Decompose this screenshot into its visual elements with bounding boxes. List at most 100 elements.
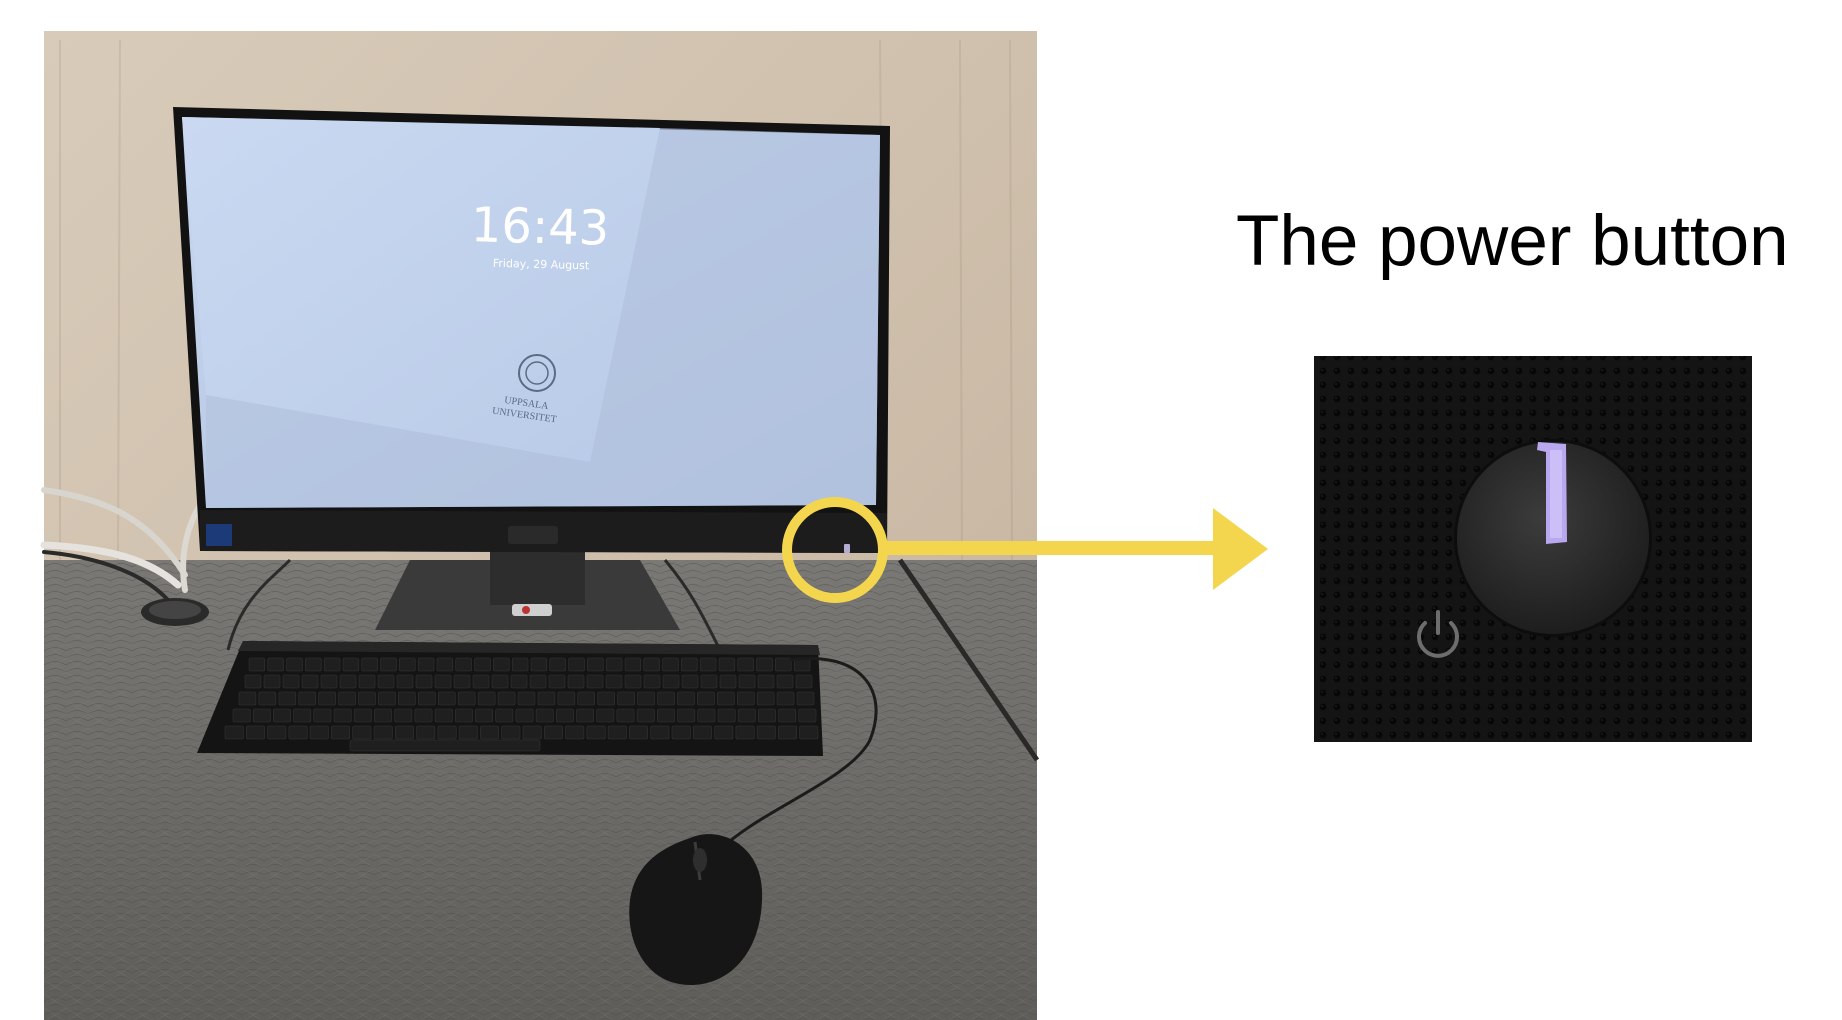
keyboard-key — [735, 725, 755, 740]
keyboard-key — [616, 708, 635, 723]
keyboard-key — [738, 674, 756, 689]
keyboard-key — [650, 725, 670, 740]
keyboard-key — [436, 657, 454, 672]
keyboard-key — [557, 691, 576, 706]
keyboard-key — [416, 725, 436, 740]
keyboard-key — [305, 657, 322, 672]
keyboard-key — [517, 691, 536, 706]
keyboard-key — [681, 674, 699, 689]
keyboard-key — [358, 691, 376, 706]
keyboard-key — [758, 708, 776, 723]
keyboard-key — [549, 657, 566, 672]
keyboard-key — [656, 708, 675, 723]
keyboard-key — [605, 657, 623, 672]
keyboard-key — [657, 691, 675, 706]
keyboard-key — [530, 657, 548, 672]
keyboard-key — [282, 674, 300, 689]
keyboard-key — [263, 674, 281, 689]
keyboard-key — [373, 725, 393, 740]
keyboard-key — [378, 691, 396, 706]
keyboard-key — [736, 691, 755, 706]
keyboard-key — [522, 725, 542, 740]
keyboard-key — [434, 708, 453, 723]
keyboard-key — [718, 657, 736, 672]
keyboard-key — [437, 725, 457, 740]
keyboard-key — [267, 657, 284, 672]
keyboard-key — [677, 691, 695, 706]
keyboard-key — [796, 691, 815, 706]
keyboard-key — [246, 725, 265, 740]
keyboard-key — [399, 657, 416, 672]
keyboard-key — [398, 691, 416, 706]
keyboard-key — [537, 691, 556, 706]
desk-photo — [40, 31, 1040, 1020]
keyboard-key — [529, 674, 547, 689]
keyboard-key — [596, 708, 615, 723]
keyboard-key — [798, 708, 817, 723]
keyboard-key — [617, 691, 635, 706]
keyboard-key — [568, 657, 585, 672]
keyboard-key — [353, 708, 372, 723]
keyboard-key — [737, 708, 756, 723]
keyboard-key — [293, 708, 312, 723]
keyboard-key — [342, 657, 360, 672]
keyboard-key — [624, 657, 642, 672]
keyboard-key — [377, 674, 395, 689]
keyboard-key — [244, 674, 262, 689]
keyboard-key — [511, 657, 529, 672]
keyboard-key — [286, 657, 303, 672]
keyboard-key — [637, 691, 655, 706]
keyboard-key — [535, 708, 554, 723]
clock-date: Friday, 29 August — [493, 257, 590, 273]
keyboard-key — [662, 657, 679, 672]
keyboard-key — [799, 725, 819, 740]
keyboard-key — [714, 725, 734, 740]
keyboard-key — [597, 691, 615, 706]
keyboard-key — [361, 657, 378, 672]
keyboard-key — [434, 674, 452, 689]
keyboard-key — [457, 691, 476, 706]
keyboard-key — [414, 708, 433, 723]
keyboard-key — [757, 674, 775, 689]
keyboard-key — [252, 708, 271, 723]
keyboard-key — [323, 657, 341, 672]
keyboard-key — [417, 657, 435, 672]
keyboard-key — [238, 691, 257, 706]
keyboard-key — [692, 725, 712, 740]
keyboard-key — [338, 691, 356, 706]
keyboard-key — [510, 674, 528, 689]
keyboard-key — [396, 674, 414, 689]
keyboard-key — [577, 691, 595, 706]
keyboard-key — [717, 708, 736, 723]
keyboard-key — [495, 708, 514, 723]
keyboard-key — [643, 657, 660, 672]
keyboard-key — [681, 657, 698, 672]
keyboard-key — [339, 674, 357, 689]
keyboard-key — [320, 674, 338, 689]
keyboard-key — [587, 657, 604, 672]
caption-title: The power button — [1236, 202, 1789, 281]
pointer-arrowhead — [1213, 508, 1268, 590]
keyboard-key — [700, 674, 718, 689]
power-icon — [1417, 610, 1459, 658]
keyboard-key — [418, 691, 436, 706]
keyboard-key — [716, 691, 735, 706]
keyboard-key — [586, 725, 606, 740]
keyboard-key — [497, 691, 516, 706]
keyboard-key — [318, 691, 336, 706]
keyboard-key — [477, 691, 496, 706]
keyboard-key — [548, 674, 566, 689]
keyboard-key — [576, 708, 595, 723]
keyboard-key — [455, 657, 472, 672]
keyboard-key — [267, 725, 287, 740]
keyboard-key — [258, 691, 277, 706]
keyboard-key — [298, 691, 316, 706]
power-button-closeup — [1314, 356, 1752, 742]
keyboard-key — [480, 725, 499, 740]
keyboard-key — [737, 657, 754, 672]
clock-time: 16:43 — [470, 197, 610, 257]
keyboard-key — [273, 708, 291, 723]
keyboard-key — [394, 708, 413, 723]
keyboard-key — [515, 708, 534, 723]
